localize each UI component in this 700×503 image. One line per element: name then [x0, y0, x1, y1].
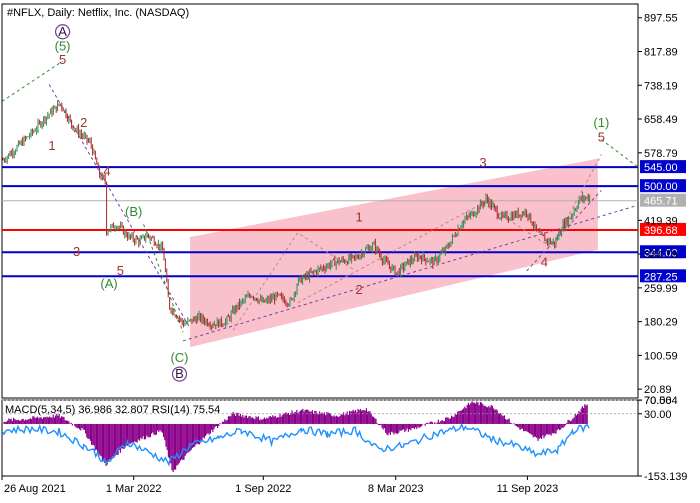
wave-label: 5 [59, 52, 66, 67]
wave-label: 5 [598, 130, 605, 145]
wave-trendline [232, 232, 356, 331]
wave-label: (1) [593, 115, 609, 130]
trendline-layer [1, 60, 639, 342]
wave-label: (A) [100, 276, 117, 291]
level-tag [640, 160, 686, 174]
chart-title: #NFLX, Daily: Netflix, Inc. (NASDAQ) [7, 7, 189, 19]
wave-label: A [58, 24, 67, 39]
level-label: 287.25 [644, 271, 678, 283]
date-tick-label: 8 Mar 2023 [368, 483, 424, 495]
levels-layer: 545.00 500.00 465.71 396.68 344.00 287.25 [2, 160, 686, 283]
price-tick-label: 578.79 [644, 148, 678, 160]
level-tag [640, 222, 686, 236]
wave-trendline [143, 224, 184, 333]
level-label: 344.00 [644, 247, 678, 259]
price-layer [2, 100, 591, 331]
wave-label: 1 [355, 209, 362, 224]
price-tick-label: 738.19 [644, 80, 678, 92]
wave-trendline [182, 204, 639, 342]
rsi-line [1, 422, 590, 467]
date-tick-label: 1 Sep 2022 [235, 483, 291, 495]
price-tick-label: 658.49 [644, 114, 678, 126]
date-tick-label: 26 Aug 2021 [4, 483, 66, 495]
wave-circle [171, 366, 188, 382]
wave-label: 1 [48, 138, 55, 153]
date-tick-label: 1 Mar 2022 [106, 483, 162, 495]
price-tick-label: 100.59 [644, 350, 678, 362]
wave-trendline [526, 190, 602, 272]
wave-label: 3 [73, 244, 80, 259]
level-tag [640, 193, 686, 207]
wave-label: 5 [117, 263, 124, 278]
wave-label: 3 [479, 155, 486, 170]
wave-label: (5) [55, 39, 71, 54]
indicator-plot-frame [1, 399, 639, 477]
date-tick-label: 11 Sep 2023 [497, 483, 559, 495]
indicator-title: MACD(5,34,5) 36.986 32.807 RSI(14) 75.54 [5, 404, 220, 416]
price-tick-label: 419.39 [644, 215, 678, 227]
level-label: 545.00 [644, 162, 678, 174]
wave-label: 4 [541, 255, 548, 270]
level-label: 396.68 [644, 225, 678, 237]
price-tick-label: 259.99 [644, 283, 678, 295]
wave-label: (B) [125, 204, 142, 219]
wave-label: (C) [170, 350, 188, 365]
wave-trendline [601, 139, 639, 168]
wave-trendline [1, 60, 63, 102]
level-tag [640, 269, 686, 283]
level-tag [640, 245, 686, 259]
indicator-tick-label: 30.00 [644, 409, 672, 421]
wave-trendline [297, 154, 602, 304]
wave-circle [54, 24, 71, 40]
indicator-tick-label: -153.139 [644, 471, 687, 483]
price-tick-label: 817.89 [644, 46, 678, 58]
wave-label: 2 [80, 115, 87, 130]
level-label: 500.00 [644, 181, 678, 193]
indicator-layer [1, 399, 638, 472]
wave-label: 4 [103, 164, 110, 179]
indicator-tick-label: 70.00 [644, 395, 672, 407]
level-tag [640, 179, 686, 193]
indicator-tick-label: 70.564 [644, 395, 678, 407]
wave-label: 2 [355, 282, 362, 297]
price-tick-label: 897.55 [644, 13, 678, 25]
price-tick-label: 20.89 [644, 384, 672, 396]
level-label: 465.71 [644, 196, 678, 208]
price-tick-label: 339.79 [644, 249, 678, 261]
axes-layer: 897.55 817.89 738.19 658.49 578.79 419.39 339.… [1, 13, 687, 495]
price-tick-label: 180.29 [644, 317, 678, 329]
wave-label: B [175, 366, 184, 381]
